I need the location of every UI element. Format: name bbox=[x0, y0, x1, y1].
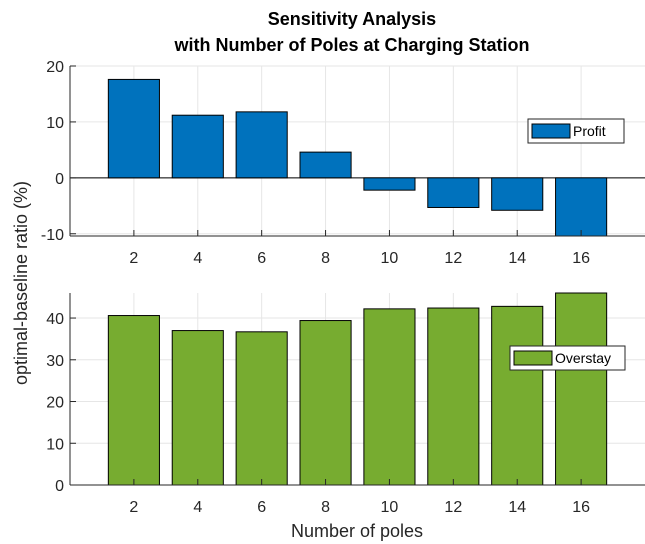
x-tick-label: 6 bbox=[257, 250, 266, 267]
legend-label: Profit bbox=[573, 123, 606, 139]
chart-title-line1: Sensitivity Analysis bbox=[268, 9, 436, 29]
legend: Profit bbox=[527, 118, 625, 144]
bar-profit-14 bbox=[491, 177, 544, 211]
x-tick-label: 10 bbox=[381, 250, 399, 267]
y-tick-label: 10 bbox=[46, 115, 64, 132]
x-tick-label: 16 bbox=[572, 499, 590, 516]
y-tick-label: -10 bbox=[41, 227, 64, 244]
bar-profit-6 bbox=[235, 111, 288, 179]
x-tick-label: 8 bbox=[321, 250, 330, 267]
bar-overstay-2 bbox=[107, 315, 160, 486]
y-axis-label: optimal-baseline ratio (%) bbox=[11, 181, 31, 385]
bar-overstay-6 bbox=[235, 331, 288, 486]
chart-title-line2: with Number of Poles at Charging Station bbox=[173, 35, 529, 55]
x-tick-label: 10 bbox=[381, 499, 399, 516]
bar-overstay-4 bbox=[171, 330, 224, 486]
x-tick-label: 12 bbox=[444, 250, 462, 267]
x-tick-label: 14 bbox=[508, 499, 526, 516]
bar-overstay-14 bbox=[491, 305, 544, 486]
x-tick-label: 16 bbox=[572, 250, 590, 267]
bar-overstay-8 bbox=[299, 320, 352, 486]
y-tick-label: 0 bbox=[55, 478, 64, 495]
bar-profit-4 bbox=[171, 114, 224, 179]
bar-profit-2 bbox=[107, 78, 160, 179]
x-axis-label: Number of poles bbox=[291, 521, 423, 541]
bar-overstay-16 bbox=[555, 292, 608, 486]
y-tick-label: 30 bbox=[46, 353, 64, 370]
bar-profit-10 bbox=[363, 177, 416, 191]
x-tick-label: 2 bbox=[129, 250, 138, 267]
legend-swatch bbox=[513, 350, 553, 366]
x-tick-label: 6 bbox=[257, 499, 266, 516]
bar-profit-8 bbox=[299, 151, 352, 179]
bar-overstay-10 bbox=[363, 308, 416, 486]
y-tick-label: 0 bbox=[55, 171, 64, 188]
y-tick-label: 10 bbox=[46, 436, 64, 453]
x-tick-label: 4 bbox=[193, 499, 202, 516]
y-tick-label: 20 bbox=[46, 59, 64, 76]
legend-label: Overstay bbox=[555, 350, 611, 366]
x-tick-label: 2 bbox=[129, 499, 138, 516]
x-tick-label: 8 bbox=[321, 499, 330, 516]
overstay-panel: 0 10 20 30 40 2 4 6 8 10 12 14 16 Overstay bbox=[46, 292, 645, 516]
x-tick-label: 12 bbox=[444, 499, 462, 516]
x-tick-label: 4 bbox=[193, 250, 202, 267]
legend-swatch bbox=[531, 123, 571, 139]
x-tick-label: 14 bbox=[508, 250, 526, 267]
bar-profit-16 bbox=[555, 177, 608, 237]
profit-panel: -10 0 10 20 2 4 6 8 10 12 14 16 Profit bbox=[41, 59, 645, 267]
legend: Overstay bbox=[509, 345, 626, 371]
y-tick-label: 20 bbox=[46, 395, 64, 412]
bar-overstay-12 bbox=[427, 307, 480, 486]
y-tick-label: 40 bbox=[46, 311, 64, 328]
plot-area bbox=[70, 66, 645, 236]
plot-area bbox=[70, 293, 645, 485]
bar-profit-12 bbox=[427, 177, 480, 208]
